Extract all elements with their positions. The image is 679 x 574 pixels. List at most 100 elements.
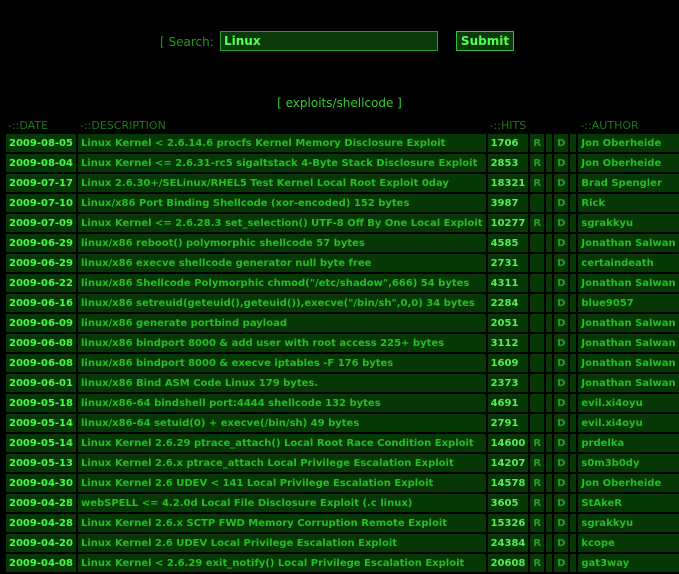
row-d-download-link[interactable]: D bbox=[554, 194, 569, 212]
row-description-link[interactable]: webSPELL <= 4.2.0d Local File Disclosure… bbox=[77, 494, 486, 512]
column-hits[interactable]: -::HITS bbox=[489, 118, 527, 132]
table-row: 2009-05-14 linux/x86-64 setuid(0) + execv… bbox=[6, 414, 679, 432]
submit-button[interactable]: Submit bbox=[456, 31, 514, 51]
row-d-download-link[interactable]: D bbox=[554, 334, 569, 352]
row-d-download-link[interactable]: D bbox=[554, 374, 569, 392]
row-d-download-link[interactable]: D bbox=[554, 414, 569, 432]
row-author-link[interactable]: sgrakkyu bbox=[578, 214, 679, 232]
row-description-link[interactable]: Linux Kernel < 2.6.14.6 procfs Kernel Me… bbox=[77, 134, 486, 152]
row-description-link[interactable]: linux/x86 setreuid(geteuid(),geteuid()),… bbox=[77, 294, 486, 312]
row-d-download-link[interactable]: D bbox=[554, 274, 569, 292]
row-author-link[interactable]: Jonathan Salwan bbox=[578, 334, 679, 352]
row-r-link[interactable]: R bbox=[530, 134, 545, 152]
row-d-download-link[interactable]: D bbox=[554, 514, 569, 532]
row-d-download-link[interactable]: D bbox=[554, 174, 569, 192]
row-author-link[interactable]: Jonathan Salwan bbox=[578, 354, 679, 372]
row-author-link[interactable]: Jonathan Salwan bbox=[578, 314, 679, 332]
row-description-link[interactable]: linux/x86 generate portbind payload bbox=[77, 314, 486, 332]
row-description-link[interactable]: Linux Kernel 2.6 UDEV < 141 Local Privil… bbox=[77, 474, 486, 492]
row-r-link[interactable] bbox=[530, 414, 545, 432]
row-author-link[interactable]: evil.xi4oyu bbox=[578, 414, 679, 432]
row-d-download-link[interactable]: D bbox=[554, 394, 569, 412]
row-d-download-link[interactable]: D bbox=[554, 434, 569, 452]
row-r-link[interactable] bbox=[530, 294, 545, 312]
row-description-link[interactable]: linux/x86 reboot() polymorphic shellcode… bbox=[77, 234, 486, 252]
row-author-link[interactable]: Jonathan Salwan bbox=[578, 274, 679, 292]
row-r-link[interactable]: R bbox=[530, 214, 545, 232]
row-description-link[interactable]: linux/x86 bindport 8000 & execve iptable… bbox=[77, 354, 486, 372]
row-r-link[interactable] bbox=[530, 254, 545, 272]
row-r-link[interactable] bbox=[530, 234, 545, 252]
row-r-link[interactable] bbox=[530, 274, 545, 292]
row-description-link[interactable]: Linux/x86 Port Binding Shellcode (xor-en… bbox=[77, 194, 486, 212]
row-d-download-link[interactable]: D bbox=[554, 354, 569, 372]
row-r-link[interactable] bbox=[530, 374, 545, 392]
row-date: 2009-06-08 bbox=[6, 354, 76, 372]
row-author-link[interactable]: Jonathan Salwan bbox=[578, 374, 679, 392]
row-d-download-link[interactable]: D bbox=[554, 534, 569, 552]
row-author-link[interactable]: Jon Oberheide bbox=[578, 474, 679, 492]
row-d-download-link[interactable]: D bbox=[554, 134, 569, 152]
row-description-link[interactable]: Linux Kernel <= 2.6.28.3 set_selection()… bbox=[77, 214, 486, 232]
row-r-link[interactable]: R bbox=[530, 454, 545, 472]
row-author-link[interactable]: Rick bbox=[578, 194, 679, 212]
row-date: 2009-04-30 bbox=[6, 474, 76, 492]
row-description-link[interactable]: Linux 2.6.30+/SELinux/RHEL5 Test Kernel … bbox=[77, 174, 486, 192]
row-d-download-link[interactable]: D bbox=[554, 294, 569, 312]
row-author-link[interactable]: Brad Spengler bbox=[578, 174, 679, 192]
row-d-download-link[interactable]: D bbox=[554, 254, 569, 272]
row-r-link[interactable] bbox=[530, 354, 545, 372]
row-d-download-link[interactable]: D bbox=[554, 554, 569, 572]
row-r-link[interactable] bbox=[530, 334, 545, 352]
row-d-download-link[interactable]: D bbox=[554, 314, 569, 332]
row-author-link[interactable]: StAkeR bbox=[578, 494, 679, 512]
row-d-download-link[interactable]: D bbox=[554, 234, 569, 252]
row-author-link[interactable]: gat3way bbox=[578, 554, 679, 572]
row-r-link[interactable]: R bbox=[530, 514, 545, 532]
row-spacer bbox=[570, 514, 577, 532]
row-r-link[interactable] bbox=[530, 194, 545, 212]
row-description-link[interactable]: Linux Kernel <= 2.6.31-rc5 sigaltstack 4… bbox=[77, 154, 486, 172]
row-author-link[interactable]: evil.xi4oyu bbox=[578, 394, 679, 412]
row-description-link[interactable]: Linux Kernel 2.6.x ptrace_attach Local P… bbox=[77, 454, 486, 472]
row-r-link[interactable]: R bbox=[530, 434, 545, 452]
row-date: 2009-07-10 bbox=[6, 194, 76, 212]
row-author-link[interactable]: s0m3b0dy bbox=[578, 454, 679, 472]
row-description-link[interactable]: Linux Kernel 2.6.x SCTP FWD Memory Corru… bbox=[77, 514, 486, 532]
row-description-link[interactable]: linux/x86-64 bindshell port:4444 shellco… bbox=[77, 394, 486, 412]
row-date: 2009-04-28 bbox=[6, 494, 76, 512]
row-d-download-link[interactable]: D bbox=[554, 214, 569, 232]
row-description-link[interactable]: Linux Kernel 2.6.29 ptrace_attach() Loca… bbox=[77, 434, 486, 452]
row-author-link[interactable]: Jon Oberheide bbox=[578, 134, 679, 152]
row-d-download-link[interactable]: D bbox=[554, 474, 569, 492]
row-description-link[interactable]: linux/x86 Bind ASM Code Linux 179 bytes. bbox=[77, 374, 486, 392]
row-r-link[interactable]: R bbox=[530, 534, 545, 552]
column-description[interactable]: -::DESCRIPTION bbox=[79, 118, 166, 132]
row-description-link[interactable]: linux/x86 bindport 8000 & add user with … bbox=[77, 334, 486, 352]
row-description-link[interactable]: Linux Kernel < 2.6.29 exit_notify() Loca… bbox=[77, 554, 486, 572]
row-d-download-link[interactable]: D bbox=[554, 494, 569, 512]
row-author-link[interactable]: prdelka bbox=[578, 434, 679, 452]
column-author[interactable]: -::AUTHOR bbox=[580, 118, 639, 132]
row-d-download-link[interactable]: D bbox=[554, 454, 569, 472]
row-author-link[interactable]: sgrakkyu bbox=[578, 514, 679, 532]
row-author-link[interactable]: Jon Oberheide bbox=[578, 154, 679, 172]
row-author-link[interactable]: kcope bbox=[578, 534, 679, 552]
row-r-link[interactable]: R bbox=[530, 174, 545, 192]
row-description-link[interactable]: linux/x86-64 setuid(0) + execve(/bin/sh)… bbox=[77, 414, 486, 432]
row-r-link[interactable]: R bbox=[530, 154, 545, 172]
row-description-link[interactable]: linux/x86 Shellcode Polymorphic chmod("/… bbox=[77, 274, 486, 292]
row-author-link[interactable]: blue9057 bbox=[578, 294, 679, 312]
row-r-link[interactable]: R bbox=[530, 554, 545, 572]
row-description-link[interactable]: linux/x86 execve shellcode generator nul… bbox=[77, 254, 486, 272]
row-r-link[interactable]: R bbox=[530, 474, 545, 492]
row-r-link[interactable]: R bbox=[530, 494, 545, 512]
column-date[interactable]: -::DATE bbox=[8, 118, 48, 132]
row-d-download-link[interactable]: D bbox=[554, 154, 569, 172]
row-author-link[interactable]: Jonathan Salwan bbox=[578, 234, 679, 252]
row-author-link[interactable]: certaindeath bbox=[578, 254, 679, 272]
row-description-link[interactable]: Linux Kernel 2.6 UDEV Local Privilege Es… bbox=[77, 534, 486, 552]
search-input[interactable] bbox=[220, 31, 438, 51]
row-r-link[interactable] bbox=[530, 394, 545, 412]
row-r-link[interactable] bbox=[530, 314, 545, 332]
